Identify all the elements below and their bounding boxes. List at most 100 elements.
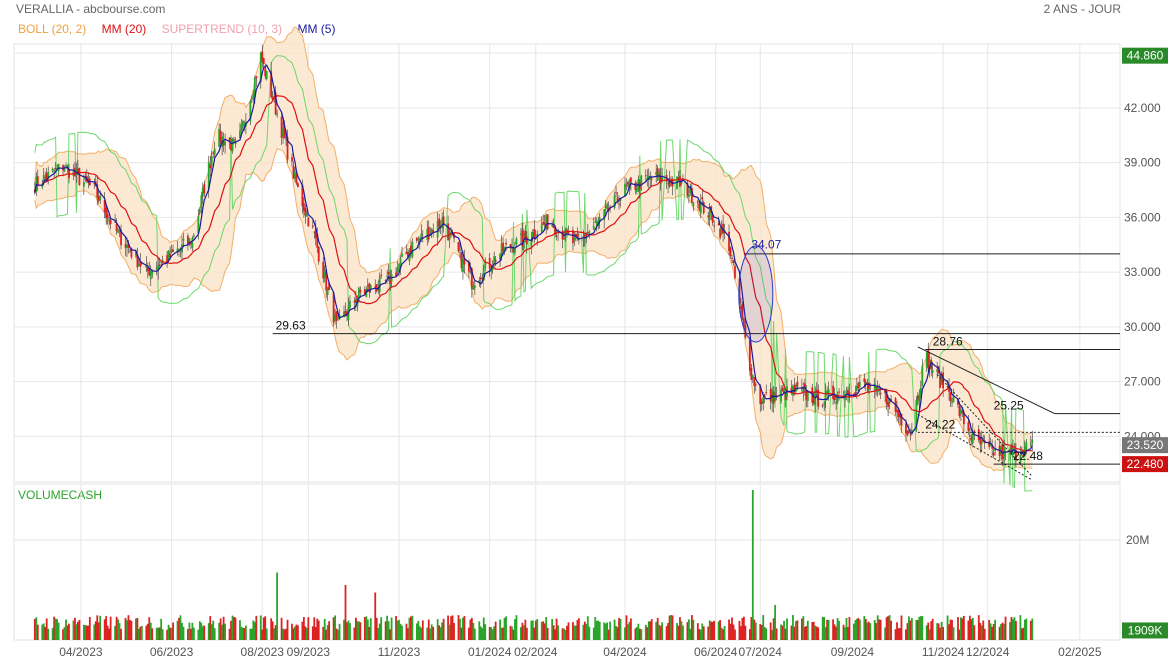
volume-bar: [41, 624, 44, 640]
legend-supertrend[interactable]: SUPERTREND (10, 3): [161, 22, 283, 36]
candle-body: [1025, 442, 1028, 450]
y-tick-label: 33.000: [1124, 265, 1161, 279]
candle-body: [56, 167, 59, 170]
volume-bar: [656, 617, 659, 640]
x-tick-label: 11/2023: [378, 645, 421, 659]
volume-bar: [314, 626, 317, 640]
candle-body: [242, 120, 244, 128]
candle-body: [658, 172, 661, 181]
volume-bar: [172, 622, 174, 640]
volume-bar: [1029, 620, 1032, 640]
volume-bar: [494, 621, 497, 640]
volume-bar: [429, 628, 432, 640]
candle-body: [42, 174, 45, 183]
volume-bar: [707, 626, 710, 640]
candle-body: [45, 173, 48, 180]
volume-bar: [72, 620, 75, 640]
volume-bar: [359, 622, 362, 640]
candle-body: [613, 195, 616, 208]
volume-bar: [937, 623, 940, 640]
candle-body: [442, 216, 445, 226]
candle-body: [949, 392, 952, 402]
candle-body: [857, 382, 860, 389]
candle-body: [905, 423, 907, 434]
candle-body: [294, 171, 296, 179]
candle-body: [322, 261, 325, 279]
candle-body: [415, 237, 418, 241]
volume-bar: [866, 622, 869, 640]
candle-body: [667, 182, 669, 185]
candle-body: [790, 387, 793, 392]
volume-bar: [551, 619, 554, 640]
candle-body: [753, 377, 756, 387]
volume-bar: [644, 624, 647, 640]
legend-boll[interactable]: BOLL (20, 2): [18, 22, 87, 36]
candle-body: [931, 370, 934, 373]
volume-bar: [680, 621, 683, 640]
candle-body: [606, 203, 609, 210]
volume-bar: [728, 619, 730, 640]
price-badge: [1122, 437, 1168, 454]
volume-bar: [951, 619, 953, 640]
volume-bar: [441, 622, 444, 640]
volume-bar: [792, 615, 794, 640]
candle-body: [1023, 446, 1026, 457]
legend-mm5[interactable]: MM (5): [297, 22, 336, 36]
candle-body: [450, 233, 452, 235]
volume-bar: [781, 625, 784, 640]
candle-body: [463, 258, 466, 265]
candle-body: [692, 202, 695, 207]
volume-bar: [543, 623, 546, 640]
volume-bar: [740, 626, 742, 640]
candle-body: [190, 241, 192, 245]
volume-bar: [918, 616, 921, 640]
volume-bar: [114, 625, 116, 640]
candle-body: [921, 365, 924, 387]
volume-bar: [783, 620, 785, 640]
volume-bar: [836, 618, 839, 640]
volume-bar: [572, 622, 574, 640]
volume-bar: [595, 621, 598, 640]
price-badge: [1122, 622, 1168, 639]
candle-body: [250, 97, 253, 99]
volume-bar: [512, 629, 515, 640]
legend-mm20[interactable]: MM (20): [101, 22, 147, 36]
candle-body: [821, 405, 824, 407]
candle-body: [634, 182, 637, 191]
volume-bar: [701, 623, 704, 640]
candle-body: [51, 168, 54, 172]
volume-bar: [744, 625, 747, 640]
candle-body: [772, 391, 775, 404]
candle-body: [711, 214, 714, 223]
candle-body: [219, 130, 222, 143]
volume-bar: [679, 617, 681, 640]
candle-body: [99, 195, 102, 200]
volume-bar: [166, 629, 169, 640]
volume-bar: [499, 619, 502, 640]
volume-bar: [369, 618, 372, 640]
volume-bar: [812, 621, 815, 640]
volume-bar: [536, 619, 539, 640]
volume-bar: [511, 626, 513, 640]
candle-body: [213, 148, 216, 155]
volume-bar: [44, 626, 47, 640]
volume-bar: [638, 628, 641, 640]
volume-bar: [439, 627, 442, 640]
volume-bar: [470, 617, 473, 640]
candle-body: [187, 235, 189, 245]
candle-body: [500, 243, 503, 258]
volume-bar: [213, 628, 216, 640]
candle-body: [572, 230, 574, 244]
candle-body: [481, 277, 484, 279]
volume-bar: [176, 620, 179, 640]
candle-body: [640, 175, 643, 186]
candle-body: [1010, 445, 1013, 454]
candle-body: [971, 431, 974, 444]
volume-bar: [198, 621, 201, 640]
candle-body: [573, 237, 576, 241]
volume-bar: [408, 617, 411, 640]
candle-body: [701, 197, 704, 200]
volume-bar: [239, 620, 241, 640]
volume-bar: [811, 622, 814, 640]
